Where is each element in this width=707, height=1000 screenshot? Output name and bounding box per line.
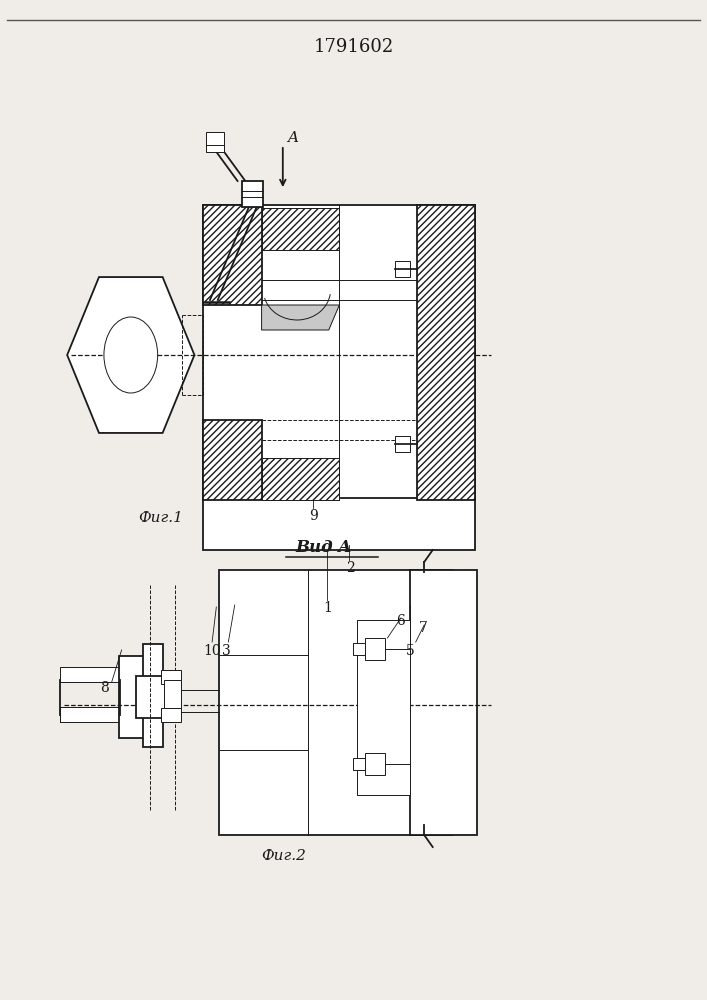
Text: 5: 5 [406, 644, 414, 658]
Bar [395, 261, 410, 277]
Text: 1: 1 [324, 601, 333, 615]
Bar [143, 644, 163, 747]
Bar [203, 205, 475, 500]
Bar [417, 205, 475, 500]
Bar [60, 667, 120, 682]
Circle shape [104, 317, 158, 393]
Bar [161, 670, 181, 684]
Bar [60, 707, 120, 722]
Bar [365, 753, 385, 775]
Text: 8: 8 [100, 681, 109, 695]
Bar [395, 436, 410, 452]
Text: A: A [287, 131, 298, 145]
Bar [410, 570, 477, 835]
Bar [161, 708, 181, 722]
Text: Фиг.1: Фиг.1 [138, 511, 182, 525]
Text: 3: 3 [222, 644, 230, 658]
Bar [219, 570, 452, 835]
Text: 6: 6 [396, 614, 404, 628]
Text: 2: 2 [346, 561, 355, 575]
Text: 10: 10 [203, 644, 221, 658]
Text: 9: 9 [309, 509, 317, 523]
Bar [203, 205, 262, 305]
Bar [365, 638, 385, 660]
Bar [136, 676, 168, 718]
Polygon shape [262, 305, 339, 330]
Text: Фиг.2: Фиг.2 [262, 849, 306, 863]
Bar [119, 656, 156, 738]
Bar [357, 620, 410, 795]
Bar [262, 208, 339, 250]
Bar [353, 758, 365, 770]
Bar [164, 680, 181, 708]
Bar [203, 498, 475, 550]
Text: 7: 7 [419, 621, 428, 635]
Bar [353, 643, 365, 655]
Text: Вид A: Вид A [296, 539, 352, 556]
Bar [262, 458, 339, 500]
Text: 1791602: 1791602 [313, 38, 394, 56]
Bar [242, 181, 263, 207]
Bar [203, 420, 262, 500]
Bar [206, 132, 224, 152]
